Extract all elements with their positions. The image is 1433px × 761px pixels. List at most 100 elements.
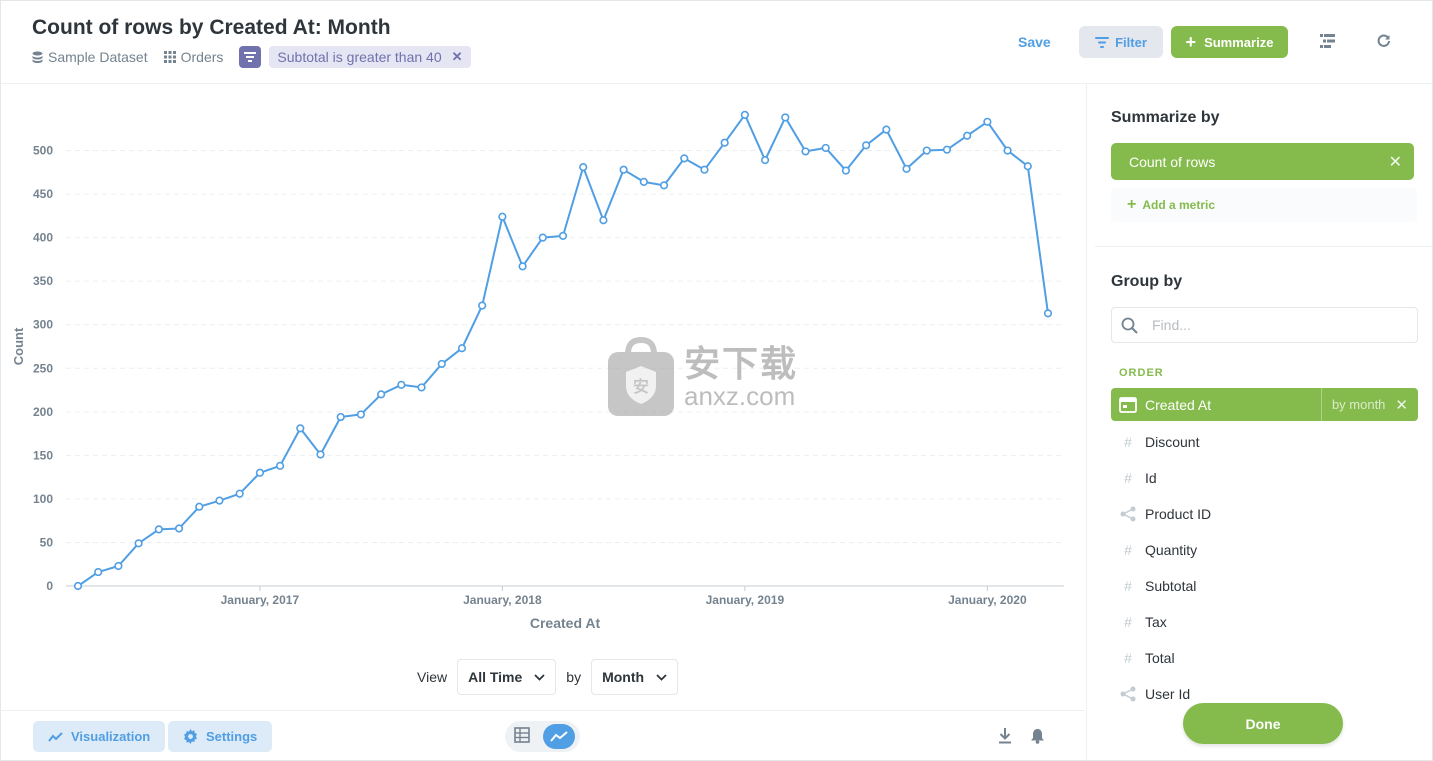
settings-button[interactable]: Settings <box>168 721 273 752</box>
field-item[interactable]: # Quantity <box>1119 540 1197 560</box>
time-range-select[interactable]: All Time <box>457 659 557 695</box>
bucket-selector[interactable]: by month <box>1320 388 1395 421</box>
connection-icon <box>1119 686 1137 702</box>
metric-pill[interactable]: Count of rows ✕ <box>1111 143 1414 180</box>
data-point <box>356 410 366 419</box>
download-icon[interactable] <box>998 728 1012 744</box>
y-tick-label: 50 <box>40 535 54 549</box>
remove-filter-icon[interactable]: ✕ <box>451 49 463 64</box>
chart-view-toggle[interactable] <box>543 724 575 749</box>
data-point <box>700 165 709 174</box>
dataset-name: Sample Dataset <box>48 49 148 65</box>
visualization-area: 0 50 100 150 200 250 300 350 400 450 500 January, 2… <box>0 84 1085 710</box>
data-point <box>639 177 648 186</box>
data-point <box>498 212 507 221</box>
find-input[interactable] <box>1150 316 1394 334</box>
hash-icon: # <box>1124 542 1132 558</box>
time-range-value: All Time <box>468 669 523 685</box>
y-tick-label: 150 <box>33 448 53 462</box>
breadcrumb-table[interactable]: Orders <box>163 49 224 65</box>
add-metric-label: Add a metric <box>1142 198 1216 212</box>
filter-pill[interactable]: Subtotal is greater than 40 ✕ <box>269 46 471 68</box>
bell-icon[interactable] <box>1030 728 1045 744</box>
field-name: Discount <box>1145 434 1200 450</box>
summarize-button[interactable]: + Summarize <box>1171 26 1288 58</box>
hash-icon: # <box>1124 470 1132 486</box>
view-label: View <box>417 669 448 685</box>
table-icon[interactable] <box>514 727 530 743</box>
field-item[interactable]: # Subtotal <box>1119 576 1196 596</box>
hash-icon: # <box>1124 578 1132 594</box>
database-icon <box>32 51 43 63</box>
filter-toggle[interactable] <box>239 46 262 68</box>
y-tick-label: 250 <box>33 361 53 375</box>
granularity-value: Month <box>602 669 645 685</box>
data-point <box>841 166 851 175</box>
data-point <box>518 262 527 271</box>
field-name: Tax <box>1145 614 1167 630</box>
remove-breakout-icon[interactable]: ✕ <box>1395 396 1408 414</box>
y-tick-label: 0 <box>46 579 53 593</box>
data-point <box>195 502 204 511</box>
field-item[interactable]: # Tax <box>1119 612 1167 632</box>
data-point <box>1003 146 1012 155</box>
data-point <box>720 138 729 147</box>
data-point <box>821 143 830 153</box>
metric-label: Count of rows <box>1129 153 1216 170</box>
data-point <box>801 147 810 156</box>
done-button[interactable]: Done <box>1183 703 1343 744</box>
y-tick-label: 300 <box>33 318 53 332</box>
field-item[interactable]: Product ID <box>1119 504 1211 524</box>
connection-icon <box>1119 506 1137 522</box>
filter-icon <box>244 52 257 62</box>
data-point <box>478 301 487 310</box>
save-button[interactable]: Save <box>1018 34 1051 50</box>
hash-icon: # <box>1124 650 1132 666</box>
data-point <box>377 390 386 399</box>
x-tick-label: January, 2019 <box>706 593 785 607</box>
breadcrumb-dataset[interactable]: Sample Dataset <box>32 49 148 65</box>
y-tick-label: 100 <box>33 492 53 506</box>
field-item[interactable]: # Total <box>1119 648 1174 668</box>
remove-metric-icon[interactable]: ✕ <box>1388 153 1402 171</box>
visualization-button[interactable]: Visualization <box>33 721 166 752</box>
shield-bag-icon: 安 <box>608 336 674 416</box>
y-tick-label: 350 <box>33 274 53 288</box>
data-point <box>942 145 952 154</box>
chevron-down-icon <box>656 673 667 681</box>
y-axis-title: Count <box>11 327 26 365</box>
data-point <box>235 489 244 498</box>
refresh-icon[interactable] <box>1377 34 1391 48</box>
notebook-editor-icon[interactable] <box>1320 34 1335 48</box>
data-point <box>296 424 305 433</box>
summarize-sidebar: Summarize by Count of rows ✕ + Add a met… <box>1086 84 1433 760</box>
field-name: Id <box>1145 470 1157 486</box>
data-point <box>599 216 608 225</box>
watermark-en: anxz.com <box>684 381 796 411</box>
granularity-select[interactable]: Month <box>591 659 679 695</box>
hash-icon: # <box>1124 614 1132 630</box>
data-point <box>538 233 547 242</box>
filter-icon <box>1095 36 1110 48</box>
line-chart: 0 50 100 150 200 250 300 350 400 450 500 January, 2… <box>11 110 1064 631</box>
by-label: by <box>566 669 582 685</box>
breadcrumb: Sample Dataset Orders Subtotal is greate… <box>32 46 471 68</box>
add-metric-button[interactable]: + Add a metric <box>1111 188 1417 222</box>
filter-button[interactable]: Filter <box>1079 26 1163 58</box>
field-item[interactable]: # Discount <box>1119 432 1199 452</box>
settings-label: Settings <box>206 729 258 744</box>
data-point <box>174 524 184 533</box>
data-point <box>1023 162 1032 171</box>
table-name: Orders <box>180 49 224 65</box>
svg-text:安: 安 <box>633 377 649 396</box>
field-item[interactable]: User Id <box>1119 684 1190 704</box>
selected-breakout-created-at[interactable]: Created At by month ✕ <box>1111 388 1418 421</box>
filter-pill-label: Subtotal is greater than 40 <box>277 49 442 65</box>
line-chart-icon <box>48 731 63 742</box>
chevron-down-icon <box>534 673 545 681</box>
table-section-label: ORDER <box>1119 367 1164 379</box>
watermark-text: 安下载 anxz.com <box>684 345 798 411</box>
field-item[interactable]: # Id <box>1119 468 1157 488</box>
y-tick-label: 200 <box>33 405 53 419</box>
data-point <box>316 450 325 459</box>
